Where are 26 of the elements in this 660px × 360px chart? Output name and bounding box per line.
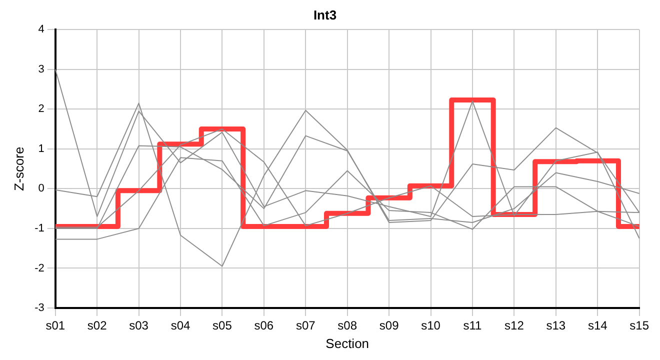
x-tick-label: s12 (504, 318, 524, 333)
x-tick-label: s14 (588, 318, 608, 333)
x-tick-label: s02 (87, 318, 108, 333)
y-tick-label: -2 (34, 262, 44, 274)
y-tick-label: 0 (38, 182, 44, 195)
y-tick-label: -3 (34, 302, 44, 314)
y-tick-label: 3 (38, 63, 44, 76)
x-tick-label: s03 (129, 318, 149, 333)
x-tick-label: s10 (421, 318, 441, 333)
y-axis-title: Z-score (11, 146, 26, 191)
x-tick-label: s13 (546, 318, 566, 333)
y-tick-label: -1 (34, 222, 44, 234)
x-tick-label: s01 (46, 318, 66, 333)
y-tick-label: 2 (38, 103, 44, 116)
x-tick-label: s15 (630, 318, 650, 333)
x-tick-label: s07 (296, 318, 316, 333)
x-tick-label: s08 (338, 318, 358, 333)
x-axis-title: Section (326, 336, 370, 351)
y-tick-label: 4 (38, 24, 44, 36)
x-tick-label: s05 (212, 318, 232, 333)
y-tick-label: 1 (38, 142, 44, 155)
x-tick-label: s11 (463, 318, 482, 333)
x-tick-label: s09 (379, 318, 400, 333)
chart-title: Int3 (313, 7, 337, 22)
x-tick-label: s04 (170, 318, 191, 333)
x-tick-label: s06 (254, 318, 274, 333)
